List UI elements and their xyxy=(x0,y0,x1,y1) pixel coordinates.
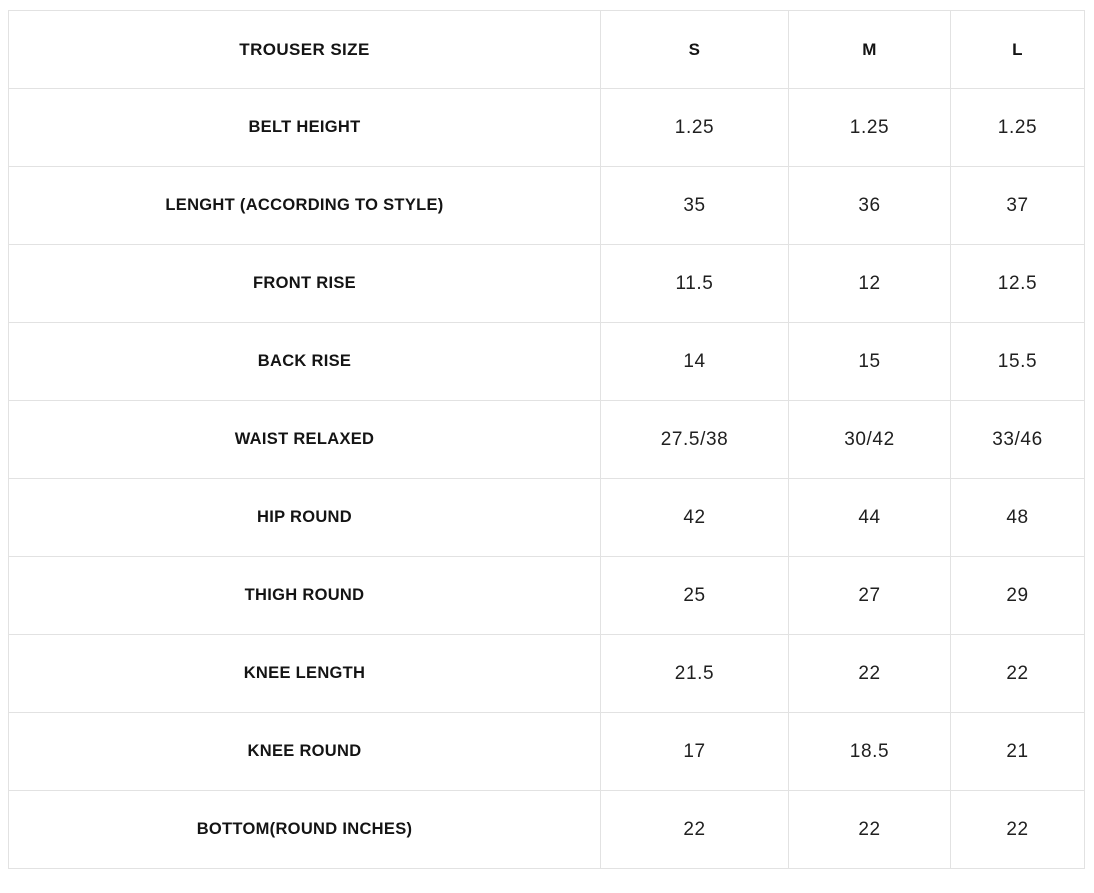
cell-value: 30/42 xyxy=(788,400,951,479)
cell-value: 22 xyxy=(788,634,951,713)
table-row: THIGH ROUND 25 27 29 xyxy=(8,556,1085,635)
table-row: FRONT RISE 11.5 12 12.5 xyxy=(8,244,1085,323)
cell-value: 11.5 xyxy=(600,244,789,323)
row-label: BELT HEIGHT xyxy=(8,88,601,167)
cell-value: 22 xyxy=(600,790,789,869)
table-row: BACK RISE 14 15 15.5 xyxy=(8,322,1085,401)
row-label: BOTTOM(ROUND INCHES) xyxy=(8,790,601,869)
cell-value: 22 xyxy=(950,634,1085,713)
row-label: HIP ROUND xyxy=(8,478,601,557)
cell-value: 14 xyxy=(600,322,789,401)
cell-value: 1.25 xyxy=(600,88,789,167)
cell-value: 12.5 xyxy=(950,244,1085,323)
table-row: LENGHT (ACCORDING TO STYLE) 35 36 37 xyxy=(8,166,1085,245)
row-label: KNEE ROUND xyxy=(8,712,601,791)
header-size-l: L xyxy=(950,10,1085,89)
cell-value: 1.25 xyxy=(788,88,951,167)
cell-value: 1.25 xyxy=(950,88,1085,167)
cell-value: 15 xyxy=(788,322,951,401)
cell-value: 36 xyxy=(788,166,951,245)
row-label: LENGHT (ACCORDING TO STYLE) xyxy=(8,166,601,245)
cell-value: 21.5 xyxy=(600,634,789,713)
cell-value: 35 xyxy=(600,166,789,245)
table-row: HIP ROUND 42 44 48 xyxy=(8,478,1085,557)
table-row: KNEE LENGTH 21.5 22 22 xyxy=(8,634,1085,713)
header-row: TROUSER SIZE S M L xyxy=(8,10,1085,89)
cell-value: 22 xyxy=(788,790,951,869)
row-label: THIGH ROUND xyxy=(8,556,601,635)
cell-value: 22 xyxy=(950,790,1085,869)
row-label: KNEE LENGTH xyxy=(8,634,601,713)
cell-value: 12 xyxy=(788,244,951,323)
cell-value: 17 xyxy=(600,712,789,791)
cell-value: 27 xyxy=(788,556,951,635)
cell-value: 33/46 xyxy=(950,400,1085,479)
row-label: FRONT RISE xyxy=(8,244,601,323)
size-chart-table: TROUSER SIZE S M L BELT HEIGHT 1.25 1.25… xyxy=(8,10,1085,869)
cell-value: 21 xyxy=(950,712,1085,791)
cell-value: 37 xyxy=(950,166,1085,245)
size-chart: TROUSER SIZE S M L BELT HEIGHT 1.25 1.25… xyxy=(8,10,1085,869)
table-row: BELT HEIGHT 1.25 1.25 1.25 xyxy=(8,88,1085,167)
cell-value: 44 xyxy=(788,478,951,557)
cell-value: 27.5/38 xyxy=(600,400,789,479)
cell-value: 48 xyxy=(950,478,1085,557)
cell-value: 29 xyxy=(950,556,1085,635)
header-size-s: S xyxy=(600,10,789,89)
table-row: KNEE ROUND 17 18.5 21 xyxy=(8,712,1085,791)
header-trouser-size: TROUSER SIZE xyxy=(8,10,601,89)
row-label: WAIST RELAXED xyxy=(8,400,601,479)
cell-value: 18.5 xyxy=(788,712,951,791)
header-size-m: M xyxy=(788,10,951,89)
table-row: BOTTOM(ROUND INCHES) 22 22 22 xyxy=(8,790,1085,869)
table-row: WAIST RELAXED 27.5/38 30/42 33/46 xyxy=(8,400,1085,479)
cell-value: 15.5 xyxy=(950,322,1085,401)
cell-value: 25 xyxy=(600,556,789,635)
cell-value: 42 xyxy=(600,478,789,557)
row-label: BACK RISE xyxy=(8,322,601,401)
